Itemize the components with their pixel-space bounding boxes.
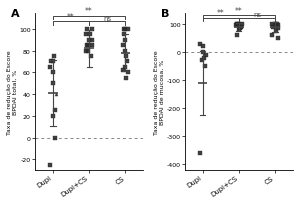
- Text: **: **: [67, 13, 75, 22]
- Text: ns: ns: [103, 16, 111, 22]
- Text: **: **: [235, 7, 243, 16]
- Text: **: **: [85, 7, 93, 16]
- Text: A: A: [11, 9, 20, 19]
- Text: ns: ns: [253, 12, 261, 18]
- Text: B: B: [161, 9, 169, 19]
- Text: **: **: [217, 9, 225, 18]
- Y-axis label: Taxa de redução do Escore
BPDAI total, %: Taxa de redução do Escore BPDAI total, %: [7, 50, 18, 134]
- Y-axis label: Taxa de redução do Escore
BPDAI de mucosa, %: Taxa de redução do Escore BPDAI de mucos…: [154, 50, 165, 134]
